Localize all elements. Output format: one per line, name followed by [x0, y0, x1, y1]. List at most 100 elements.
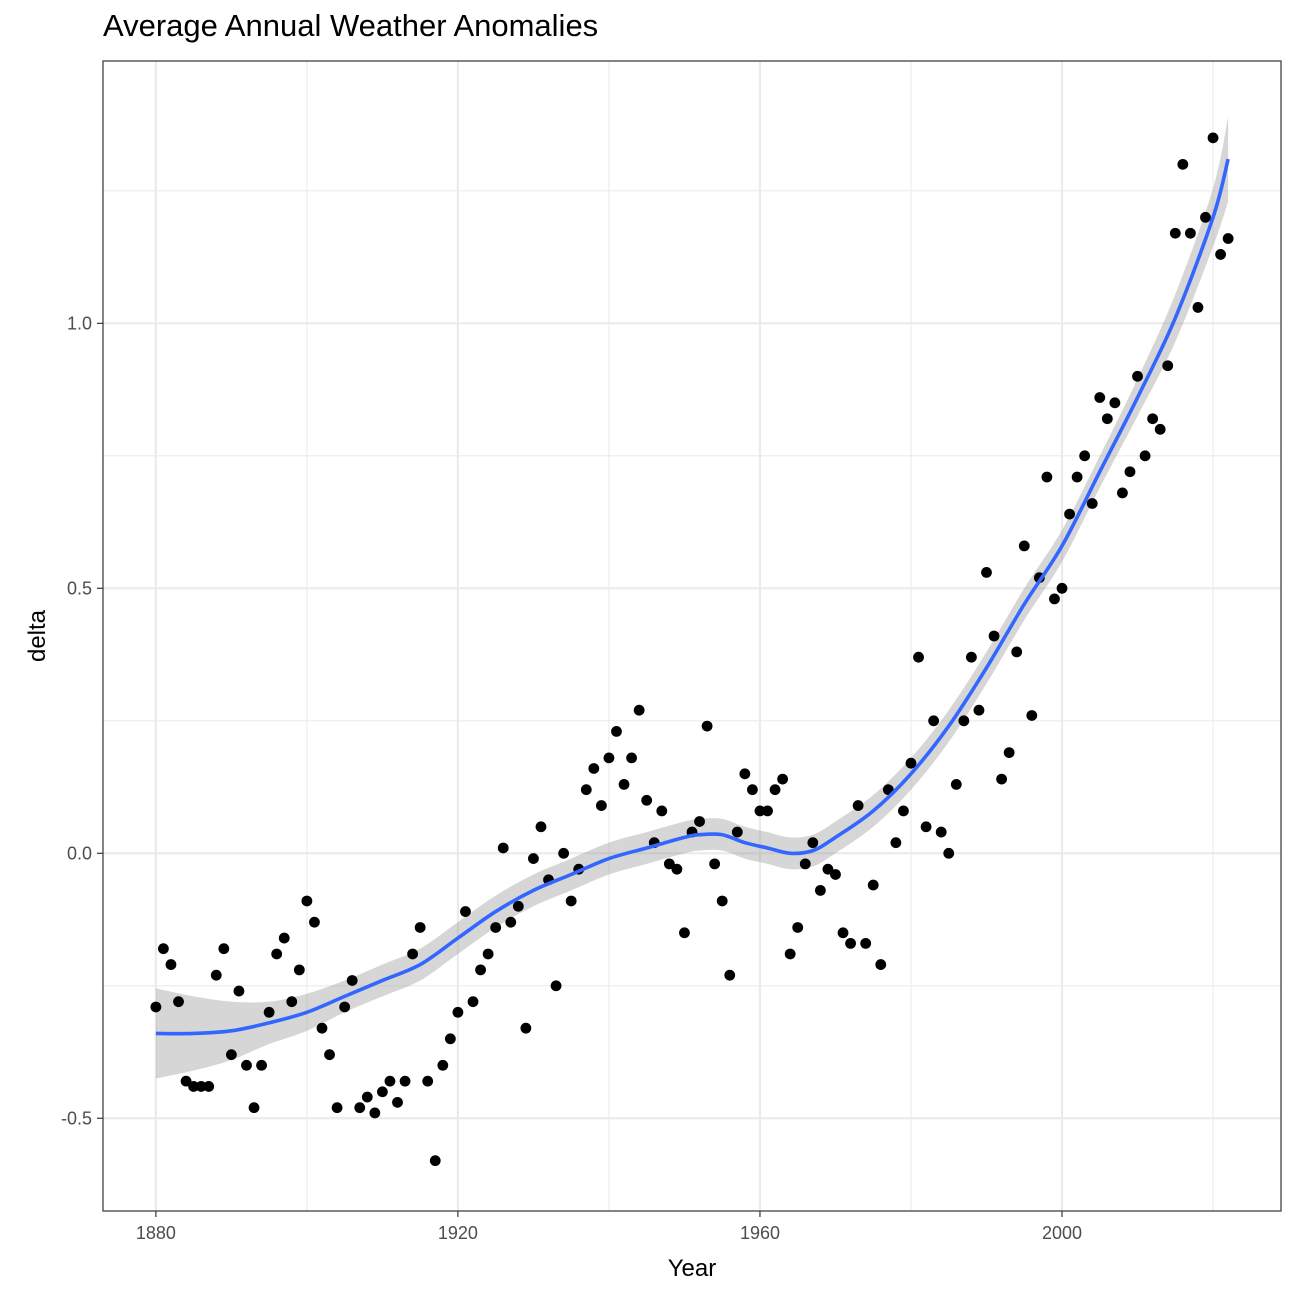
- data-point: [1086, 498, 1098, 509]
- data-point: [603, 752, 615, 764]
- data-point: [1018, 540, 1030, 552]
- data-point: [497, 842, 509, 854]
- data-point: [180, 1075, 192, 1087]
- data-point: [225, 1049, 237, 1061]
- chart-title: Average Annual Weather Anomalies: [103, 8, 599, 43]
- data-point: [595, 800, 607, 811]
- data-point: [724, 969, 736, 981]
- data-point: [203, 1081, 215, 1092]
- data-point: [316, 1022, 328, 1034]
- data-point: [490, 922, 502, 933]
- data-point: [1124, 466, 1136, 478]
- data-point: [988, 630, 1000, 642]
- data-point: [331, 1102, 343, 1114]
- data-point: [210, 969, 222, 981]
- data-point: [512, 900, 524, 912]
- data-point: [1169, 227, 1181, 239]
- x-tick-label: 1960: [740, 1223, 780, 1243]
- data-point: [528, 853, 539, 864]
- confidence-band: [155, 116, 1229, 1079]
- data-point: [905, 757, 917, 769]
- data-point: [165, 959, 177, 970]
- data-point: [361, 1091, 373, 1103]
- data-point: [286, 996, 298, 1008]
- data-point: [324, 1049, 335, 1061]
- tick-layer: 1880 1920 1960 2000 -0.5 0.0 0.5 1.0: [61, 313, 1082, 1243]
- data-point: [558, 847, 570, 859]
- data-point: [762, 805, 773, 817]
- data-point: [769, 784, 781, 796]
- data-point: [535, 821, 547, 833]
- data-point: [898, 805, 909, 817]
- data-point: [1177, 158, 1189, 170]
- data-point: [1162, 360, 1174, 372]
- data-point: [950, 778, 962, 790]
- data-point: [679, 927, 690, 939]
- data-point: [482, 948, 494, 960]
- data-point: [618, 778, 630, 790]
- data-point: [958, 715, 970, 727]
- data-point: [399, 1075, 411, 1087]
- data-point: [1207, 132, 1219, 144]
- data-point: [754, 805, 766, 817]
- data-point: [996, 773, 1008, 785]
- y-tick-label: 1.0: [67, 313, 92, 333]
- data-point: [241, 1059, 252, 1071]
- data-point: [709, 858, 721, 870]
- data-point: [626, 752, 637, 764]
- data-point: [671, 863, 683, 875]
- data-point: [1147, 413, 1159, 425]
- data-point: [965, 651, 977, 663]
- data-point: [822, 863, 834, 875]
- data-point: [1184, 227, 1196, 239]
- data-point: [890, 837, 902, 849]
- data-point: [173, 996, 184, 1008]
- data-point: [354, 1102, 366, 1114]
- data-point: [429, 1155, 441, 1167]
- data-point: [1154, 423, 1166, 435]
- x-tick-label: 1920: [438, 1223, 478, 1243]
- data-point: [852, 800, 864, 811]
- data-point: [867, 879, 879, 891]
- panel-border: [102, 60, 1282, 1212]
- data-point: [195, 1081, 207, 1092]
- data-point: [641, 794, 653, 806]
- data-point: [263, 1006, 275, 1018]
- data-point: [799, 858, 811, 870]
- data-point: [1192, 302, 1204, 313]
- data-point: [792, 922, 804, 933]
- data-point: [1041, 471, 1053, 483]
- data-point: [407, 948, 419, 960]
- data-point: [716, 895, 728, 907]
- data-point: [233, 985, 245, 997]
- data-point: [565, 895, 577, 907]
- data-point: [475, 964, 486, 976]
- data-point: [837, 927, 849, 939]
- data-point: [777, 773, 789, 785]
- data-point: [807, 837, 819, 849]
- data-point: [392, 1096, 403, 1108]
- data-point: [278, 932, 290, 944]
- y-tick-label: 0.0: [67, 843, 92, 863]
- data-point: [1071, 471, 1083, 483]
- data-point: [845, 937, 856, 949]
- data-point: [1215, 249, 1226, 260]
- data-point: [1064, 508, 1075, 520]
- data-point: [520, 1022, 532, 1034]
- data-point: [981, 567, 992, 578]
- y-tick-label: 0.5: [67, 578, 92, 598]
- data-point: [150, 1001, 162, 1013]
- data-point: [505, 916, 517, 928]
- data-point: [920, 821, 932, 833]
- data-point: [369, 1107, 381, 1119]
- data-point: [1132, 370, 1143, 382]
- data-point: [309, 916, 320, 928]
- data-point: [256, 1059, 267, 1071]
- data-point: [248, 1102, 260, 1114]
- data-point: [1139, 450, 1151, 462]
- data-point: [633, 704, 645, 716]
- data-point: [830, 869, 841, 880]
- data-point: [414, 922, 426, 933]
- data-point: [1222, 233, 1234, 244]
- data-point: [346, 975, 358, 986]
